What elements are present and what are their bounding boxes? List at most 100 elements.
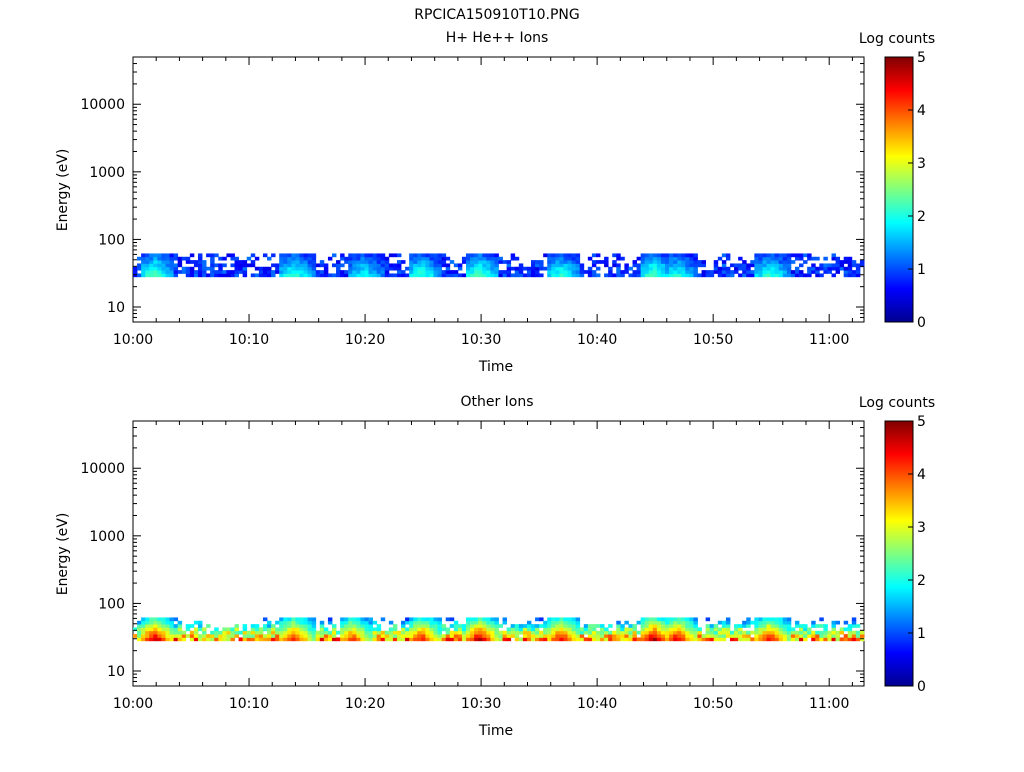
heatmap-cell xyxy=(851,630,857,635)
heatmap-cell xyxy=(295,620,300,625)
heatmap-cell xyxy=(425,620,430,625)
heatmap-cell xyxy=(214,634,219,638)
colorbar-label: Log counts xyxy=(859,395,935,411)
heatmap-cell xyxy=(770,253,776,258)
heatmap-cell xyxy=(725,627,731,632)
heatmap-cell xyxy=(267,630,272,635)
heatmap-cell xyxy=(510,624,516,628)
heatmap-cell xyxy=(433,620,438,625)
heatmap-cell xyxy=(734,627,739,632)
heatmap-cell xyxy=(482,630,487,635)
heatmap-cell xyxy=(774,634,780,638)
heatmap-cell xyxy=(811,270,816,274)
heatmap-cell xyxy=(165,630,170,635)
heatmap-cell xyxy=(311,260,317,264)
heatmap-cell xyxy=(218,270,223,274)
heatmap-cell xyxy=(563,273,568,278)
heatmap-cell xyxy=(693,260,698,264)
heatmap-cell xyxy=(600,260,605,264)
heatmap-cell xyxy=(425,266,430,271)
heatmap-cell xyxy=(173,627,179,632)
heatmap-cell xyxy=(189,266,195,271)
heatmap-cell xyxy=(242,627,248,632)
heatmap-cell xyxy=(425,627,430,632)
heatmap-cell xyxy=(234,270,239,274)
heatmap-cell xyxy=(644,270,650,274)
heatmap-cell xyxy=(636,263,642,268)
heatmap-cell xyxy=(226,273,231,278)
heatmap-cell xyxy=(746,624,751,628)
heatmap-cell xyxy=(535,266,540,271)
heatmap-cell xyxy=(173,630,179,635)
heatmap-cell xyxy=(652,253,658,258)
heatmap-cell xyxy=(311,263,317,268)
heatmap-cell xyxy=(327,637,333,642)
heatmap-cell xyxy=(721,624,727,628)
heatmap-cell xyxy=(758,253,763,258)
heatmap-cell xyxy=(437,256,443,261)
heatmap-cell xyxy=(340,617,345,622)
heatmap-cell xyxy=(421,630,426,635)
heatmap-cell xyxy=(368,627,373,632)
heatmap-cell xyxy=(774,263,780,268)
heatmap-cell xyxy=(656,260,662,264)
heatmap-cell xyxy=(656,627,662,632)
heatmap-cell xyxy=(417,634,422,638)
heatmap-cell xyxy=(376,270,382,274)
heatmap-cell xyxy=(494,263,499,268)
heatmap-cell xyxy=(197,266,203,271)
heatmap-cell xyxy=(283,634,288,638)
heatmap-cell xyxy=(470,270,475,274)
x-tick-label: 10:50 xyxy=(693,696,733,712)
heatmap-cell xyxy=(567,634,572,638)
heatmap-cell xyxy=(291,620,296,625)
heatmap-cell xyxy=(392,253,398,258)
heatmap-cell xyxy=(177,263,183,268)
heatmap-cell xyxy=(669,624,674,628)
heatmap-cell xyxy=(360,256,365,261)
heatmap-cell xyxy=(616,634,621,638)
heatmap-cell xyxy=(555,637,560,642)
heatmap-cell xyxy=(624,270,629,274)
heatmap-cell xyxy=(490,270,495,274)
heatmap-cell xyxy=(161,266,166,271)
heatmap-cell xyxy=(165,266,170,271)
heatmap-cell xyxy=(786,253,792,258)
heatmap-cell xyxy=(482,256,487,261)
heatmap-cell xyxy=(441,627,447,632)
heatmap-cell xyxy=(311,620,317,625)
heatmap-cell xyxy=(291,630,296,635)
heatmap-cell xyxy=(368,617,373,622)
heatmap-cell xyxy=(169,270,175,274)
heatmap-cell xyxy=(530,637,536,642)
heatmap-cell xyxy=(470,260,475,264)
heatmap-cell xyxy=(275,266,280,271)
heatmap-cell xyxy=(640,263,646,268)
heatmap-cell xyxy=(303,634,309,638)
heatmap-cell xyxy=(258,634,264,638)
heatmap-cell xyxy=(555,270,560,274)
heatmap-cell xyxy=(331,627,337,632)
heatmap-cell xyxy=(677,253,682,258)
heatmap-cell xyxy=(376,630,382,635)
heatmap-cell xyxy=(283,624,288,628)
heatmap-cell xyxy=(319,637,325,642)
heatmap-cell xyxy=(595,634,601,638)
heatmap-cell xyxy=(376,260,382,264)
heatmap-cell xyxy=(823,266,828,271)
heatmap-cell xyxy=(173,273,179,278)
heatmap-cell xyxy=(340,270,345,274)
heatmap-cell xyxy=(632,273,637,278)
colorbar-tick-label: 3 xyxy=(917,520,926,536)
heatmap-cell xyxy=(827,630,832,635)
heatmap-cell xyxy=(258,630,264,635)
heatmap-cell xyxy=(847,266,853,271)
heatmap-cell xyxy=(267,627,272,632)
heatmap-cell xyxy=(616,630,621,635)
heatmap-cell xyxy=(811,266,816,271)
heatmap-cell xyxy=(782,617,788,622)
heatmap-cell xyxy=(725,273,731,278)
heatmap-cell xyxy=(616,627,621,632)
heatmap-cell xyxy=(648,253,654,258)
heatmap-cell xyxy=(331,253,337,258)
